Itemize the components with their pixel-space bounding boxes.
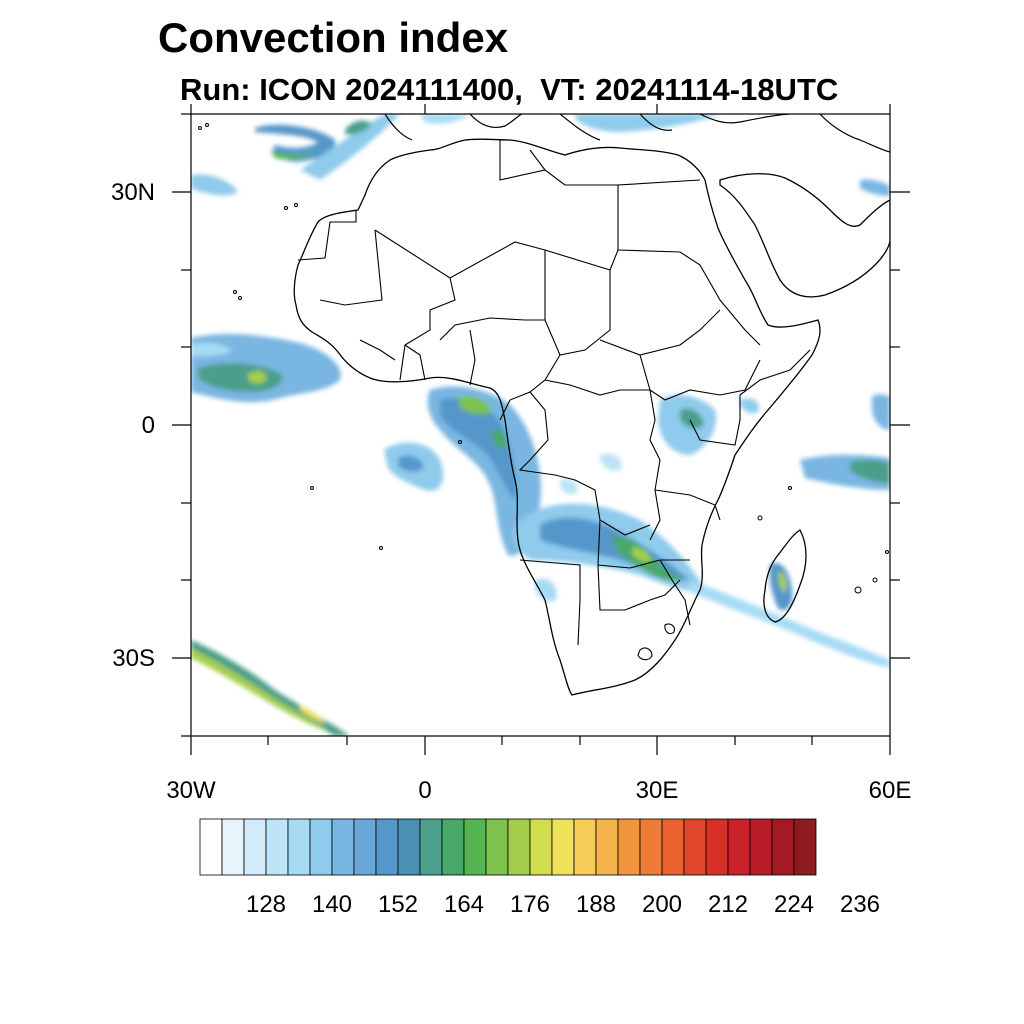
colorbar-box	[199, 818, 223, 876]
lon-label-60e: 60E	[869, 777, 912, 804]
country-borders	[297, 140, 811, 661]
lat-label-0: 0	[142, 412, 155, 439]
colorbar-tick-label: 140	[312, 891, 352, 918]
islands	[198, 123, 889, 594]
colorbar-tick-label: 128	[246, 891, 286, 918]
lat-label-30s: 30S	[112, 645, 155, 672]
colorbar-box	[265, 818, 289, 876]
colorbar-box	[749, 818, 773, 876]
colorbar-box	[397, 818, 421, 876]
colorbar-box	[771, 818, 795, 876]
colorbar-tick-label: 164	[444, 891, 484, 918]
colorbar-box	[529, 818, 553, 876]
chart-title: Convection index	[158, 14, 509, 61]
colorbar-box	[661, 818, 685, 876]
axis-ticks	[172, 104, 910, 755]
colorbar-tick-label: 188	[576, 891, 616, 918]
colorbar-box	[309, 818, 333, 876]
ocean-background	[191, 114, 890, 736]
colorbar-tick-label: 200	[642, 891, 682, 918]
colorbar-box	[683, 818, 707, 876]
colorbar-box	[375, 818, 399, 876]
map-area	[191, 114, 890, 736]
colorbar-tick-label: 236	[840, 891, 880, 918]
lon-label-0: 0	[418, 777, 431, 804]
colorbar-box	[595, 818, 619, 876]
lat-label-30n: 30N	[111, 179, 155, 206]
colorbar-box	[573, 818, 597, 876]
colorbar-box	[485, 818, 509, 876]
colorbar-box	[419, 818, 443, 876]
colorbar-box	[551, 818, 575, 876]
colorbar-box	[221, 818, 245, 876]
colorbar	[199, 818, 817, 876]
arabia-coastline	[719, 173, 890, 298]
africa-coastline	[293, 138, 821, 696]
convection-field	[191, 114, 890, 736]
colorbar-box	[463, 818, 487, 876]
colorbar-box	[287, 818, 311, 876]
colorbar-labels: 128 140 152 164 176 188 200 212 224 236	[246, 891, 880, 918]
colorbar-box	[331, 818, 355, 876]
lon-label-30e: 30E	[636, 777, 679, 804]
colorbar-box	[507, 818, 531, 876]
lon-label-30w: 30W	[166, 777, 216, 804]
colorbar-tick-label: 212	[708, 891, 748, 918]
colorbar-box	[617, 818, 641, 876]
colorbar-box	[353, 818, 377, 876]
chart-subtitle: Run: ICON 2024111400, VT: 20241114-18UTC	[180, 72, 839, 107]
colorbar-box	[243, 818, 267, 876]
colorbar-box	[639, 818, 663, 876]
madagascar-outline	[763, 529, 807, 623]
europe-coastline	[384, 114, 890, 153]
colorbar-box	[727, 818, 751, 876]
colorbar-tick-label: 152	[378, 891, 418, 918]
colorbar-tick-label: 176	[510, 891, 550, 918]
colorbar-tick-label: 224	[774, 891, 814, 918]
colorbar-box	[441, 818, 465, 876]
colorbar-box	[793, 818, 817, 876]
colorbar-box	[705, 818, 729, 876]
